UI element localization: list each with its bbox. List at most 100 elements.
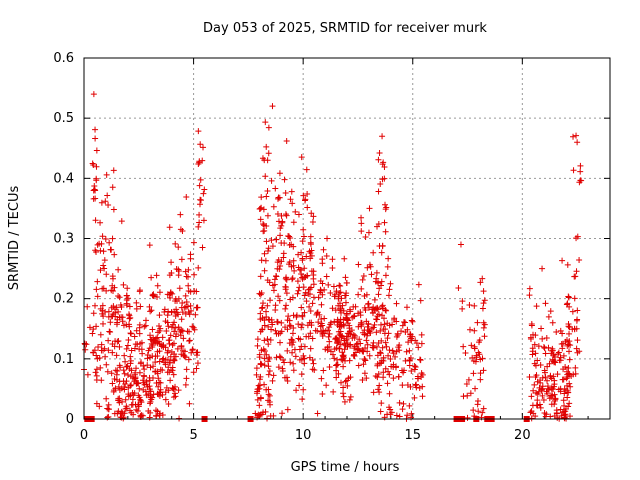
data-point — [319, 322, 326, 329]
data-point — [197, 141, 204, 148]
data-point — [334, 319, 341, 326]
data-point — [119, 314, 126, 321]
data-point — [126, 303, 133, 310]
data-point — [306, 286, 313, 293]
data-point — [347, 393, 354, 400]
data-point — [286, 340, 293, 347]
data-point — [365, 320, 372, 327]
data-point — [545, 313, 552, 320]
data-point — [361, 356, 368, 363]
data-point — [364, 348, 371, 355]
data-point — [400, 400, 407, 407]
data-point — [377, 181, 384, 188]
data-point — [564, 394, 571, 401]
data-point — [356, 336, 363, 343]
data-point — [127, 373, 134, 380]
data-point — [528, 393, 535, 400]
data-point — [295, 211, 302, 218]
data-point — [301, 309, 308, 316]
data-point — [526, 285, 533, 292]
data-point — [263, 193, 270, 200]
data-point — [354, 346, 361, 353]
data-point — [419, 371, 426, 378]
data-point — [396, 347, 403, 354]
data-point — [385, 255, 392, 262]
data-point — [528, 408, 535, 415]
data-point — [479, 305, 486, 312]
data-point — [159, 367, 166, 374]
data-point — [97, 219, 104, 226]
data-point — [93, 163, 100, 170]
y-tick-label: 0.4 — [53, 171, 74, 186]
data-point — [293, 387, 300, 394]
data-point — [561, 402, 568, 409]
data-point — [355, 291, 362, 298]
data-point — [187, 288, 194, 295]
data-point — [258, 257, 265, 264]
data-point — [90, 91, 97, 98]
data-point — [340, 384, 347, 391]
data-point — [134, 407, 141, 414]
data-point — [359, 329, 366, 336]
data-point — [259, 304, 266, 311]
chart-title: Day 053 of 2025, SRMTID for receiver mur… — [203, 21, 487, 36]
data-point — [464, 392, 471, 399]
data-point — [90, 162, 97, 169]
data-point — [551, 381, 558, 388]
data-point — [370, 324, 377, 331]
data-point — [272, 273, 279, 280]
data-point — [93, 248, 100, 255]
data-point — [369, 325, 376, 332]
data-point — [291, 267, 298, 274]
data-point — [307, 330, 314, 337]
data-point — [165, 400, 172, 407]
data-point — [464, 414, 471, 421]
data-point — [377, 321, 384, 328]
y-tick-label: 0 — [66, 412, 74, 427]
data-point — [387, 280, 394, 287]
data-point — [265, 150, 272, 157]
data-point — [304, 191, 311, 198]
data-point — [109, 282, 116, 289]
data-point — [91, 302, 98, 309]
data-point — [272, 185, 279, 192]
data-point — [275, 293, 282, 300]
data-point — [558, 340, 565, 347]
data-point — [263, 238, 270, 245]
data-point — [339, 333, 346, 340]
data-point — [99, 233, 106, 240]
data-point — [90, 310, 97, 317]
data-point — [480, 300, 487, 307]
data-point — [126, 323, 133, 330]
data-point — [104, 192, 111, 199]
data-point — [265, 358, 272, 365]
data-point — [290, 257, 297, 264]
data-point — [282, 190, 289, 197]
data-point — [344, 316, 351, 323]
data-point — [395, 373, 402, 380]
data-point — [146, 400, 153, 407]
data-point — [257, 205, 264, 212]
data-point — [302, 289, 309, 296]
data-point — [382, 201, 389, 208]
data-point — [323, 382, 330, 389]
data-point — [572, 370, 579, 377]
data-point — [382, 306, 389, 313]
data-point — [570, 167, 577, 174]
x-tick-label: 0 — [80, 428, 88, 443]
data-point — [129, 396, 136, 403]
data-point — [345, 330, 352, 337]
data-point — [125, 372, 131, 379]
data-point — [463, 381, 470, 388]
data-point — [364, 323, 371, 330]
data-point — [533, 303, 540, 310]
data-point — [263, 143, 270, 150]
data-point — [92, 217, 99, 224]
data-point — [255, 411, 262, 418]
data-point — [100, 262, 107, 269]
data-point — [186, 338, 193, 345]
data-point — [336, 305, 343, 312]
data-point — [268, 237, 275, 244]
data-point — [360, 361, 367, 368]
data-point — [146, 303, 153, 310]
